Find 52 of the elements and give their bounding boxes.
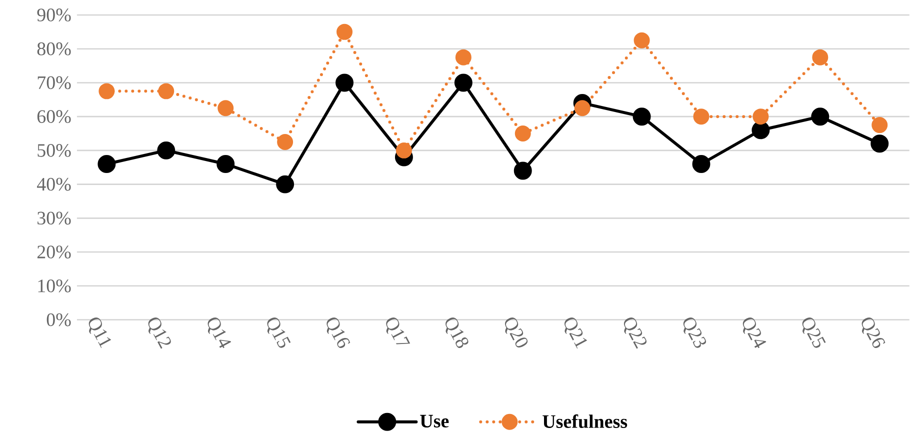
y-tick-label: 30% — [38, 212, 71, 225]
legend-label: Use — [420, 415, 449, 428]
point — [632, 108, 651, 126]
x-tick-label: Q15 — [267, 318, 291, 348]
point — [396, 142, 412, 159]
x-tick-label: Q22 — [624, 318, 647, 349]
point — [634, 32, 650, 49]
point — [514, 126, 531, 142]
point — [336, 24, 353, 40]
x-tick-label: Q16 — [326, 318, 350, 348]
y-tick-label: 70% — [38, 76, 71, 90]
y-tick-label: 10% — [38, 280, 71, 292]
point — [752, 121, 770, 140]
point — [276, 175, 294, 194]
point — [454, 74, 472, 92]
x-tick-label: Q26 — [862, 318, 886, 348]
point — [455, 49, 472, 66]
x-tick-label: Q11 — [88, 318, 112, 348]
y-tick-label: 80% — [37, 42, 71, 56]
x-tick-label: Q20 — [504, 318, 528, 348]
y-tick-label: 20% — [37, 246, 71, 259]
y-tick-label: 50% — [38, 144, 71, 158]
point — [574, 100, 590, 116]
point — [158, 83, 174, 100]
point — [218, 100, 234, 116]
x-tick-label: Q17 — [386, 318, 410, 344]
point — [157, 142, 176, 160]
point — [692, 155, 710, 174]
point — [514, 162, 532, 180]
point — [98, 155, 116, 174]
point — [812, 49, 828, 66]
point — [336, 74, 354, 92]
point — [872, 117, 888, 134]
point — [870, 134, 889, 153]
x-tick-label: Q23 — [683, 318, 706, 348]
y-tick-label: 0% — [46, 313, 71, 326]
point — [98, 83, 115, 100]
x-tick-label: Q24 — [742, 318, 766, 348]
x-tick-label: Q12 — [148, 318, 171, 349]
point — [216, 155, 235, 174]
x-tick-label: Q14 — [208, 318, 232, 348]
y-tick-label: 60% — [37, 110, 71, 124]
y-tick-label: 40% — [37, 178, 71, 191]
point — [752, 108, 769, 125]
point — [811, 108, 830, 126]
point — [277, 134, 294, 150]
x-tick-label: Q21 — [564, 318, 588, 349]
x-tick-label: Q18 — [446, 318, 468, 348]
legend-label: Usefulness — [542, 414, 628, 428]
y-tick-label: 90% — [37, 8, 71, 22]
point — [693, 108, 710, 125]
x-tick-label: Q25 — [802, 318, 826, 348]
